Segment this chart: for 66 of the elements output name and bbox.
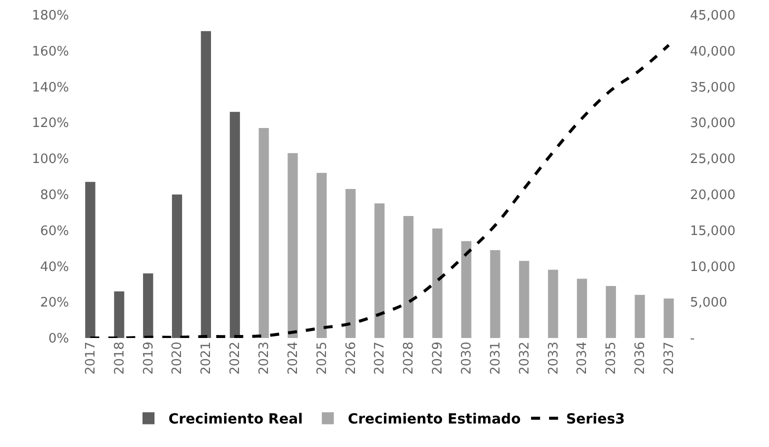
x-tick-label: 2032 [517,342,532,375]
bar [200,31,212,338]
x-tick-label: 2019 [141,342,156,375]
bar [576,278,588,338]
x-tick-label: 2037 [662,342,677,375]
x-tick-label: 2018 [112,342,128,375]
y2-tick-label: 45,000 [690,8,736,24]
x-tick-label: 2022 [228,342,244,375]
y-tick-label: 0% [48,332,69,347]
y2-tick-label: 20,000 [690,188,736,203]
legend-label: Series3 [566,412,625,428]
y2-tick-label: 25,000 [690,152,736,168]
x-tick-label: 2029 [430,342,446,375]
x-tick-label: 2027 [372,342,388,375]
x-tick-label: 2034 [575,342,590,375]
x-tick-label: 2025 [314,342,330,375]
y2-tick-label: 40,000 [690,44,736,60]
y2-tick-label: 15,000 [690,224,736,239]
bar [519,260,530,338]
line-series [88,44,670,338]
bar [548,270,558,338]
x-tick-label: 2017 [83,342,98,375]
y2-tick-label: - [690,332,695,347]
bar [634,294,645,338]
y-tick-label: 60% [40,224,69,239]
x-tick-label: 2030 [460,342,475,375]
bar [316,172,327,338]
bar [258,128,269,338]
y2-tick-label: 35,000 [690,80,736,96]
bar [114,291,124,338]
x-tick-label: 2028 [402,342,417,375]
bar [374,203,385,338]
y-tick-label: 120% [32,116,69,132]
y-tick-label: 180% [32,8,69,24]
legend-label: Crecimiento Real [168,412,303,428]
bar [230,112,240,338]
x-tick-label: 2031 [488,342,504,375]
bar [85,182,96,338]
bar [490,250,500,338]
y2-tick-label: 30,000 [690,116,736,132]
x-tick-label: 2020 [170,342,186,375]
y-tick-label: 80% [40,188,69,203]
x-tick-label: 2023 [257,342,272,375]
x-tick-label: 2036 [633,342,648,375]
bar [346,189,356,338]
bar [461,241,472,338]
y-tick-label: 140% [32,80,69,96]
bar [403,216,414,338]
x-tick-label: 2021 [199,342,214,375]
y-tick-label: 160% [32,44,69,60]
y2-tick-label: 10,000 [690,260,736,275]
bar [664,298,674,338]
y-tick-label: 40% [40,260,69,275]
bar [606,286,616,338]
bar [172,194,182,338]
legend-label: Crecimiento Estimado [348,412,522,428]
bar [143,273,154,338]
y-tick-label: 100% [32,152,69,168]
x-tick-label: 2033 [546,342,562,375]
y-tick-label: 20% [40,296,69,311]
bar [432,228,442,338]
x-tick-label: 2035 [604,342,620,375]
y2-tick-label: 5,000 [690,296,728,311]
bar [288,153,298,338]
x-tick-label: 2024 [286,342,301,375]
x-tick-label: 2026 [344,342,359,375]
